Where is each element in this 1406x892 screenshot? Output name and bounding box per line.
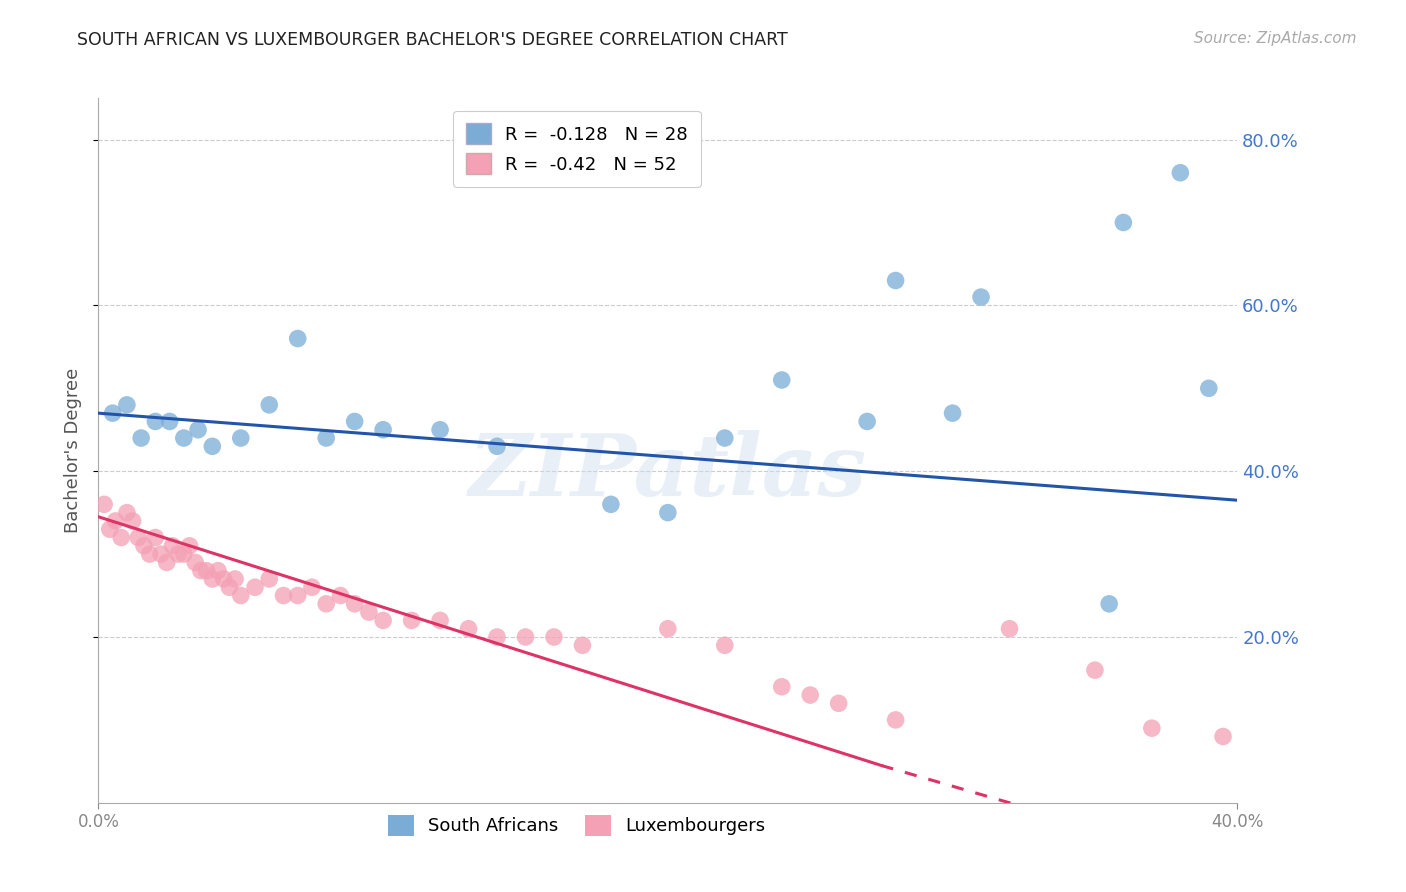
Point	[515, 630, 537, 644]
Point	[145, 531, 167, 545]
Point	[162, 539, 184, 553]
Point	[1170, 166, 1192, 180]
Point	[373, 423, 395, 437]
Point	[150, 547, 173, 561]
Point	[970, 290, 993, 304]
Point	[218, 580, 240, 594]
Point	[571, 638, 593, 652]
Text: SOUTH AFRICAN VS LUXEMBOURGER BACHELOR'S DEGREE CORRELATION CHART: SOUTH AFRICAN VS LUXEMBOURGER BACHELOR'S…	[77, 31, 789, 49]
Point	[714, 431, 737, 445]
Point	[201, 439, 224, 453]
Point	[998, 622, 1021, 636]
Point	[770, 373, 793, 387]
Point	[1084, 663, 1107, 677]
Point	[287, 332, 309, 346]
Point	[187, 423, 209, 437]
Point	[828, 696, 851, 710]
Point	[173, 431, 195, 445]
Point	[259, 572, 281, 586]
Point	[273, 589, 295, 603]
Point	[401, 614, 423, 628]
Point	[942, 406, 965, 420]
Point	[429, 614, 451, 628]
Point	[156, 555, 179, 569]
Point	[184, 555, 207, 569]
Point	[259, 398, 281, 412]
Point	[486, 439, 509, 453]
Point	[1140, 721, 1163, 735]
Point	[229, 431, 252, 445]
Legend: South Africans, Luxembourgers: South Africans, Luxembourgers	[381, 808, 772, 843]
Point	[173, 547, 195, 561]
Point	[243, 580, 266, 594]
Point	[159, 414, 181, 428]
Point	[190, 564, 212, 578]
Point	[138, 547, 160, 561]
Point	[343, 597, 366, 611]
Point	[457, 622, 479, 636]
Point	[287, 589, 309, 603]
Text: Source: ZipAtlas.com: Source: ZipAtlas.com	[1194, 31, 1357, 46]
Point	[1112, 215, 1135, 229]
Point	[121, 514, 143, 528]
Point	[600, 497, 623, 511]
Point	[115, 506, 138, 520]
Point	[207, 564, 229, 578]
Point	[486, 630, 509, 644]
Point	[201, 572, 224, 586]
Point	[856, 414, 879, 428]
Point	[357, 605, 380, 619]
Point	[101, 406, 124, 420]
Point	[301, 580, 323, 594]
Point	[714, 638, 737, 652]
Point	[167, 547, 190, 561]
Point	[657, 506, 679, 520]
Point	[1098, 597, 1121, 611]
Point	[343, 414, 366, 428]
Point	[315, 431, 337, 445]
Point	[127, 531, 149, 545]
Point	[543, 630, 565, 644]
Point	[770, 680, 793, 694]
Point	[93, 497, 115, 511]
Point	[1212, 730, 1234, 744]
Point	[145, 414, 167, 428]
Point	[98, 522, 121, 536]
Point	[329, 589, 352, 603]
Point	[315, 597, 337, 611]
Point	[373, 614, 395, 628]
Y-axis label: Bachelor's Degree: Bachelor's Degree	[65, 368, 83, 533]
Point	[195, 564, 218, 578]
Point	[799, 688, 821, 702]
Point	[129, 431, 152, 445]
Point	[224, 572, 246, 586]
Point	[115, 398, 138, 412]
Point	[110, 531, 132, 545]
Point	[1198, 381, 1220, 395]
Point	[212, 572, 235, 586]
Point	[429, 423, 451, 437]
Text: ZIPatlas: ZIPatlas	[468, 430, 868, 514]
Point	[132, 539, 155, 553]
Point	[229, 589, 252, 603]
Point	[884, 713, 907, 727]
Point	[884, 273, 907, 287]
Point	[657, 622, 679, 636]
Point	[179, 539, 201, 553]
Point	[104, 514, 127, 528]
